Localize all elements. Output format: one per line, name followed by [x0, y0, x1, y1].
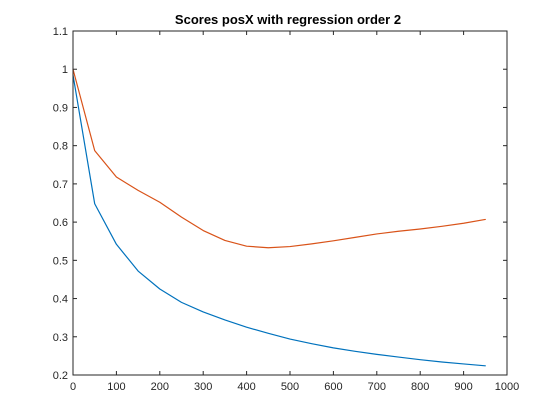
y-tick-label: 1.1	[53, 26, 68, 38]
y-tick-label: 0.3	[53, 332, 68, 344]
y-tick-label: 0.7	[53, 179, 68, 191]
x-tick-label: 900	[454, 381, 472, 393]
x-tick-label: 200	[151, 381, 169, 393]
y-tick-label: 0.2	[53, 370, 68, 382]
series-layer	[72, 68, 486, 367]
chart-title: Scores posX with regression order 2	[175, 12, 401, 27]
series-line-1	[72, 74, 486, 367]
x-tick-label: 500	[281, 381, 299, 393]
x-tick-label: 700	[368, 381, 386, 393]
y-tick-label: 0.4	[53, 294, 68, 306]
x-tick-label: 100	[107, 381, 125, 393]
x-tick-label: 1000	[495, 381, 519, 393]
y-tick-label: 0.8	[53, 141, 68, 153]
x-tick-label: 400	[237, 381, 255, 393]
y-tick-label: 1	[62, 64, 68, 76]
y-tick-label: 0.6	[53, 217, 68, 229]
y-tick-label: 0.5	[53, 255, 68, 267]
x-tick-label: 600	[324, 381, 342, 393]
x-tick-label: 300	[194, 381, 212, 393]
x-axis: 0 100 200 300 400 500 600 700 800 900 1000	[70, 31, 519, 393]
series-line-2	[72, 68, 486, 249]
y-axis: 0.2 0.3 0.4 0.5 0.6 0.7 0.8 0.9 1 1.1	[53, 26, 507, 382]
x-tick-label: 0	[70, 381, 76, 393]
x-tick-label: 800	[411, 381, 429, 393]
plot-box	[72, 30, 508, 376]
y-tick-label: 0.9	[53, 102, 68, 114]
